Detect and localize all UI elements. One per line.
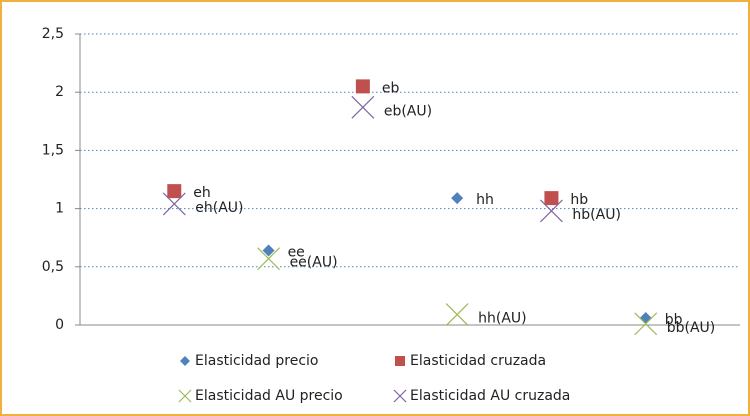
point (544, 191, 559, 206)
data-label: bb(AU) (667, 320, 716, 336)
legend-marker (395, 356, 405, 366)
legend-label: Elasticidad precio (195, 353, 318, 369)
point (451, 192, 464, 205)
data-label: hh (476, 192, 494, 208)
point (257, 247, 280, 271)
data-label: eb (382, 80, 400, 96)
legend-marker (178, 389, 192, 403)
y-tick-label: 0,5 (42, 259, 64, 275)
point (167, 184, 182, 199)
data-label: hb(AU) (572, 207, 621, 223)
point (262, 244, 275, 257)
y-tick-label: 0 (55, 317, 64, 333)
data-label: bb (665, 312, 683, 328)
data-label: ee (288, 245, 305, 261)
y-tick-label: 2,5 (42, 26, 64, 42)
point (162, 192, 186, 216)
legend-label: Elasticidad cruzada (410, 353, 546, 369)
data-label: eb(AU) (384, 103, 432, 119)
point (445, 303, 469, 326)
y-tick-label: 2 (55, 84, 64, 100)
data-label: ee(AU) (290, 255, 338, 271)
point (355, 79, 370, 94)
data-label: eh(AU) (195, 200, 243, 216)
legend-marker (180, 356, 190, 366)
y-tick-label: 1 (55, 201, 64, 217)
data-label: hb (570, 192, 588, 208)
point (351, 95, 375, 119)
data-label: eh (193, 185, 211, 201)
data-label: hh(AU) (478, 311, 526, 327)
legend-label: Elasticidad AU cruzada (410, 388, 570, 404)
legend-marker (393, 389, 407, 403)
legend-label: Elasticidad AU precio (195, 388, 343, 404)
point (634, 312, 658, 336)
point (540, 199, 563, 223)
y-tick-label: 1,5 (42, 142, 64, 158)
